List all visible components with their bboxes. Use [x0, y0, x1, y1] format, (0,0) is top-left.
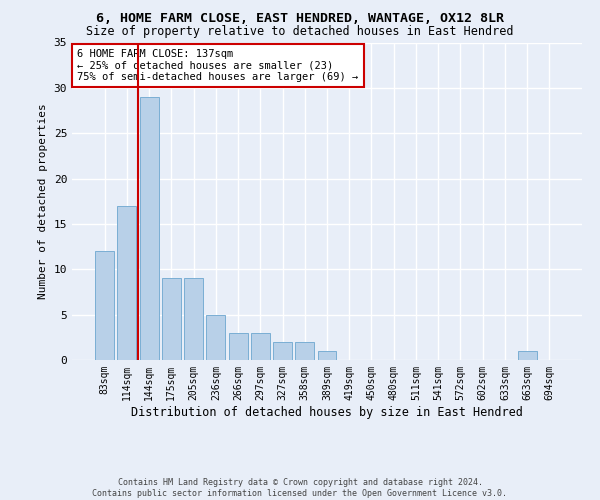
Bar: [229, 333, 248, 360]
Y-axis label: Number of detached properties: Number of detached properties: [38, 104, 48, 299]
Bar: [518, 351, 536, 360]
Bar: [206, 314, 225, 360]
Bar: [251, 333, 270, 360]
Bar: [162, 278, 181, 360]
Text: Size of property relative to detached houses in East Hendred: Size of property relative to detached ho…: [86, 25, 514, 38]
Bar: [273, 342, 292, 360]
Bar: [317, 351, 337, 360]
Bar: [118, 206, 136, 360]
Text: Contains HM Land Registry data © Crown copyright and database right 2024.
Contai: Contains HM Land Registry data © Crown c…: [92, 478, 508, 498]
X-axis label: Distribution of detached houses by size in East Hendred: Distribution of detached houses by size …: [131, 406, 523, 418]
Text: 6 HOME FARM CLOSE: 137sqm
← 25% of detached houses are smaller (23)
75% of semi-: 6 HOME FARM CLOSE: 137sqm ← 25% of detac…: [77, 49, 358, 82]
Bar: [184, 278, 203, 360]
Bar: [95, 251, 114, 360]
Bar: [295, 342, 314, 360]
Text: 6, HOME FARM CLOSE, EAST HENDRED, WANTAGE, OX12 8LR: 6, HOME FARM CLOSE, EAST HENDRED, WANTAG…: [96, 12, 504, 26]
Bar: [140, 97, 158, 360]
